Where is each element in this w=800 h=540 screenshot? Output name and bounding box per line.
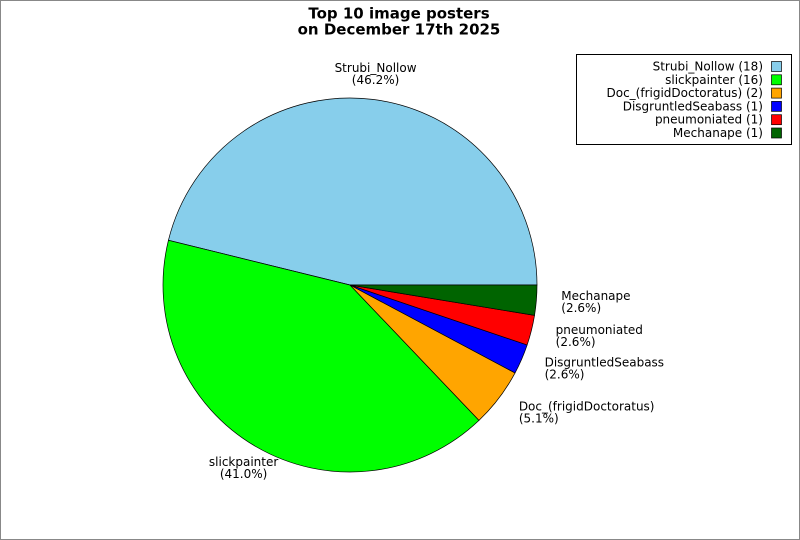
slice-percent: (5.1%) (519, 412, 559, 426)
slice-label: Doc_(frigidDoctoratus) (519, 400, 655, 414)
slice-percent: (2.6%) (556, 335, 596, 349)
slice-label: Strubi_Nollow (335, 61, 417, 75)
pie-slice (162, 239, 480, 473)
slice-percent: (46.2%) (352, 73, 399, 87)
slice-label: slickpainter (209, 455, 278, 469)
slice-label: pneumoniated (556, 323, 643, 337)
legend-swatch (771, 61, 782, 72)
slice-label: DisgruntledSeabass (545, 356, 664, 370)
slice-percent: (2.6%) (561, 301, 601, 315)
legend-swatch (771, 101, 782, 112)
slice-percent: (2.6%) (545, 368, 585, 382)
legend-label: pneumoniated (1) (655, 113, 763, 127)
legend-swatch (771, 127, 782, 139)
pie-slice (168, 97, 538, 286)
legend-label: slickpainter (16) (665, 73, 763, 87)
chart-title: on December 17th 2025 (298, 21, 501, 39)
slice-percent: (41.0%) (220, 467, 267, 481)
chart-title: Top 10 image posters (308, 5, 489, 23)
legend-box (576, 54, 792, 145)
legend-swatch (771, 74, 782, 86)
slice-label: Mechanape (561, 289, 630, 303)
legend-label: Mechanape (1) (673, 126, 763, 140)
legend-label: Strubi_Nollow (18) (653, 60, 763, 74)
legend-label: DisgruntledSeabass (1) (623, 99, 763, 113)
pie-slice (349, 284, 538, 316)
legend-swatch (771, 114, 782, 126)
legend-swatch (771, 87, 782, 99)
legend-label: Doc_(frigidDoctoratus) (2) (607, 86, 764, 100)
